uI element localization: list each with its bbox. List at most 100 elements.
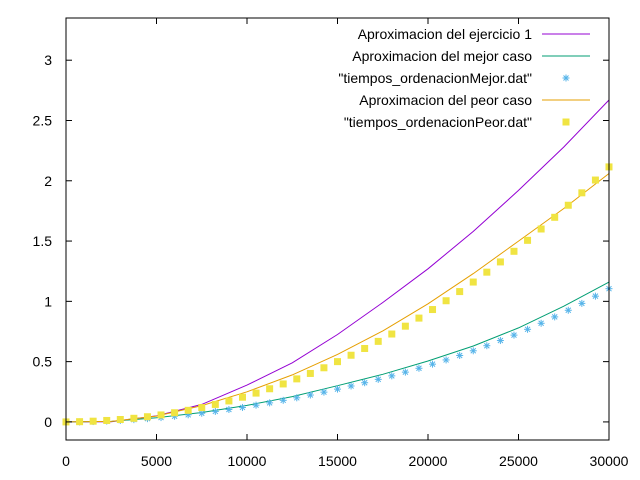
data-point <box>252 389 260 397</box>
data-point <box>293 394 301 402</box>
data-point <box>211 407 219 415</box>
data-point <box>130 414 138 422</box>
data-point <box>334 358 341 366</box>
series-0 <box>65 99 610 423</box>
data-point <box>578 299 586 307</box>
axes: 0 5000 10000 15000 20000 25000 30000 0 0.5 1 1.5 2 2… <box>33 18 629 469</box>
data-point <box>279 396 287 404</box>
data-point <box>116 416 124 424</box>
y-tick-label: 2 <box>44 173 52 189</box>
data-point <box>306 391 314 399</box>
data-point <box>171 409 179 417</box>
data-point <box>89 417 97 425</box>
legend-label: Aproximacion del mejor caso <box>352 48 532 64</box>
data-point <box>320 388 328 396</box>
data-point <box>429 306 437 314</box>
x-tick-label: 5000 <box>141 453 172 469</box>
data-point <box>306 369 314 377</box>
legend-label: "tiempos_ordenacionPeor.dat" <box>344 114 532 130</box>
data-point <box>483 342 491 350</box>
x-tick-label: 10000 <box>228 453 267 469</box>
data-point <box>266 385 274 393</box>
plot-marks <box>62 99 613 426</box>
data-point <box>76 418 84 426</box>
data-point <box>456 351 464 359</box>
y-tick-label: 0.5 <box>33 354 53 370</box>
data-point <box>415 314 423 322</box>
data-point <box>537 225 545 233</box>
legend-label: Aproximacion del peor caso <box>359 92 532 108</box>
data-point <box>469 278 477 286</box>
data-point <box>510 247 518 255</box>
data-point <box>510 331 518 339</box>
data-point <box>388 372 396 380</box>
data-point <box>401 322 409 330</box>
data-point <box>564 306 572 314</box>
data-point <box>429 360 437 368</box>
data-point <box>238 403 246 411</box>
data-point <box>374 375 382 383</box>
data-point <box>374 337 382 345</box>
data-point <box>469 347 477 355</box>
x-tick-label: 15000 <box>318 453 357 469</box>
y-tick-label: 1 <box>44 293 52 309</box>
data-point <box>591 176 599 184</box>
data-point <box>442 297 450 305</box>
data-point <box>496 258 504 266</box>
data-point <box>524 325 532 333</box>
data-point <box>225 397 233 405</box>
data-point <box>266 399 274 407</box>
data-point <box>211 400 219 408</box>
data-point <box>334 385 341 393</box>
data-point <box>347 351 355 359</box>
x-tick-label: 30000 <box>590 453 629 469</box>
legend-label: Aproximacion del ejercicio 1 <box>358 26 533 42</box>
data-point <box>361 344 369 352</box>
x-tick-label: 20000 <box>409 453 448 469</box>
y-tick-label: 2.5 <box>33 112 53 128</box>
series-line <box>65 281 610 423</box>
series-line <box>65 173 610 423</box>
y-tick-label: 3 <box>44 52 52 68</box>
data-point <box>347 382 355 390</box>
data-point <box>198 404 206 412</box>
y-tick-label: 1.5 <box>33 233 53 249</box>
data-point <box>551 313 559 321</box>
data-point <box>442 356 450 364</box>
data-point <box>415 364 423 372</box>
data-point <box>551 213 559 221</box>
data-point <box>564 201 572 209</box>
data-point <box>361 379 369 387</box>
data-point <box>252 401 260 409</box>
series-1 <box>65 281 610 423</box>
data-point <box>456 288 464 296</box>
legend-swatch <box>562 118 570 126</box>
series-line <box>65 99 610 423</box>
data-point <box>388 330 396 338</box>
legend-label: "tiempos_ordenacionMejor.dat" <box>338 70 532 86</box>
x-tick-label: 0 <box>62 453 70 469</box>
data-point <box>143 413 151 421</box>
data-point <box>496 337 504 345</box>
legend-swatch <box>562 74 570 82</box>
data-point <box>524 236 532 244</box>
data-point <box>103 416 111 424</box>
data-point <box>591 292 599 300</box>
data-point <box>401 368 409 376</box>
data-point <box>238 393 246 401</box>
series-2 <box>62 285 613 426</box>
data-point <box>157 411 165 419</box>
series-3 <box>65 173 610 423</box>
data-point <box>320 364 328 372</box>
data-point <box>225 405 233 413</box>
legend: Aproximacion del ejercicio 1 Aproximacion… <box>338 26 590 130</box>
data-point <box>578 189 586 197</box>
data-point <box>483 268 491 276</box>
y-tick-label: 0 <box>44 414 52 430</box>
data-point <box>279 380 287 388</box>
data-point <box>293 375 301 383</box>
data-point <box>537 319 545 327</box>
data-point <box>184 406 192 414</box>
x-tick-label: 25000 <box>499 453 538 469</box>
